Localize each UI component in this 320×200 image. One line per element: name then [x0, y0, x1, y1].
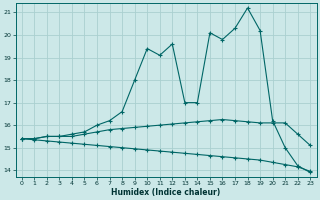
X-axis label: Humidex (Indice chaleur): Humidex (Indice chaleur) [111, 188, 221, 197]
